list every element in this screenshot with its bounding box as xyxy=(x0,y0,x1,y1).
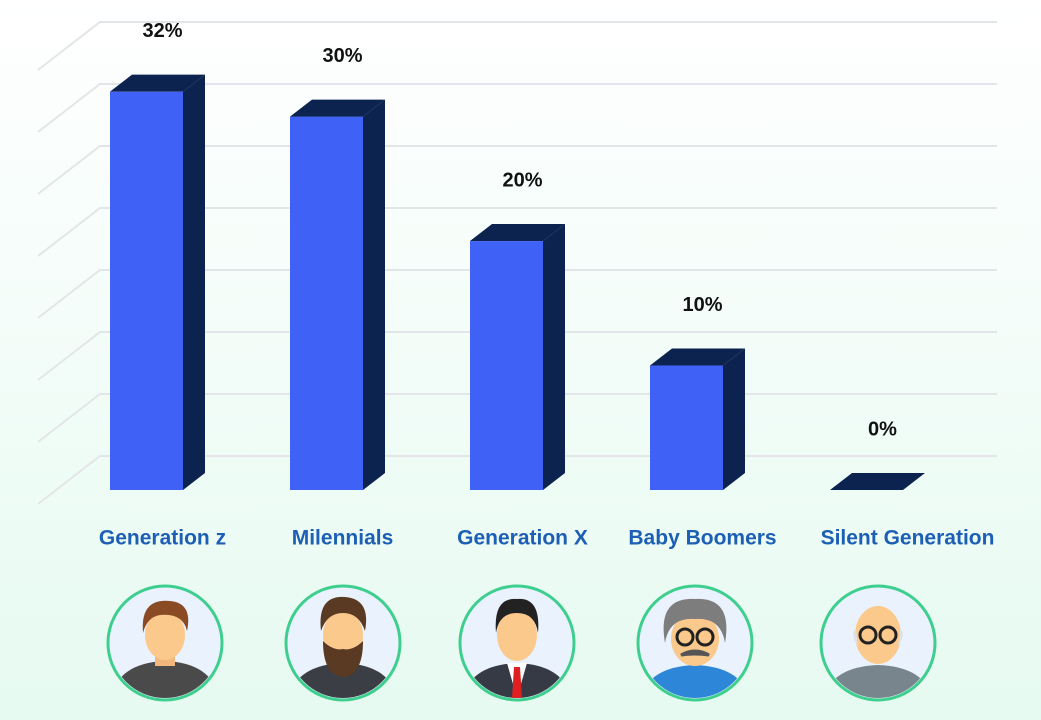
bar-side xyxy=(543,224,565,491)
value-label: 10% xyxy=(682,294,722,316)
grid-line xyxy=(37,331,997,381)
bar-front xyxy=(650,365,723,490)
avatar xyxy=(106,584,224,702)
bar-top xyxy=(290,99,385,117)
labels: 32% Generation z 30% Milennials 20% Generatio… xyxy=(99,20,995,550)
bar-side xyxy=(723,348,745,490)
grid-line xyxy=(37,145,997,195)
bar xyxy=(470,224,565,491)
bar-top xyxy=(110,74,205,92)
category-label: Silent Generation xyxy=(821,527,995,550)
category-label: Generation z xyxy=(99,527,226,550)
bar-front xyxy=(290,116,363,490)
value-label: 20% xyxy=(502,169,542,191)
avatar xyxy=(284,584,402,702)
value-label: 32% xyxy=(142,20,182,42)
bar-top xyxy=(650,348,745,366)
grid-line xyxy=(37,83,997,133)
bar xyxy=(830,473,925,490)
grid-line xyxy=(37,21,997,71)
avatars xyxy=(106,584,937,702)
bar xyxy=(650,348,745,490)
bar xyxy=(110,74,205,491)
bar-front xyxy=(470,241,543,490)
grid-line xyxy=(37,269,997,319)
value-label: 0% xyxy=(868,418,897,440)
bar xyxy=(290,99,385,490)
avatar xyxy=(819,584,937,702)
category-label: Generation X xyxy=(457,527,588,550)
bars xyxy=(110,74,925,491)
bar-side xyxy=(363,99,385,490)
category-label: Milennials xyxy=(292,527,394,550)
value-label: 30% xyxy=(322,45,362,67)
avatar xyxy=(458,584,576,702)
category-label: Baby Boomers xyxy=(628,527,776,550)
bar-top xyxy=(830,473,925,490)
bar-front xyxy=(110,91,183,491)
grid-line xyxy=(37,207,997,257)
bar-side xyxy=(183,74,205,491)
avatar xyxy=(636,584,754,702)
bar-top xyxy=(470,224,565,242)
